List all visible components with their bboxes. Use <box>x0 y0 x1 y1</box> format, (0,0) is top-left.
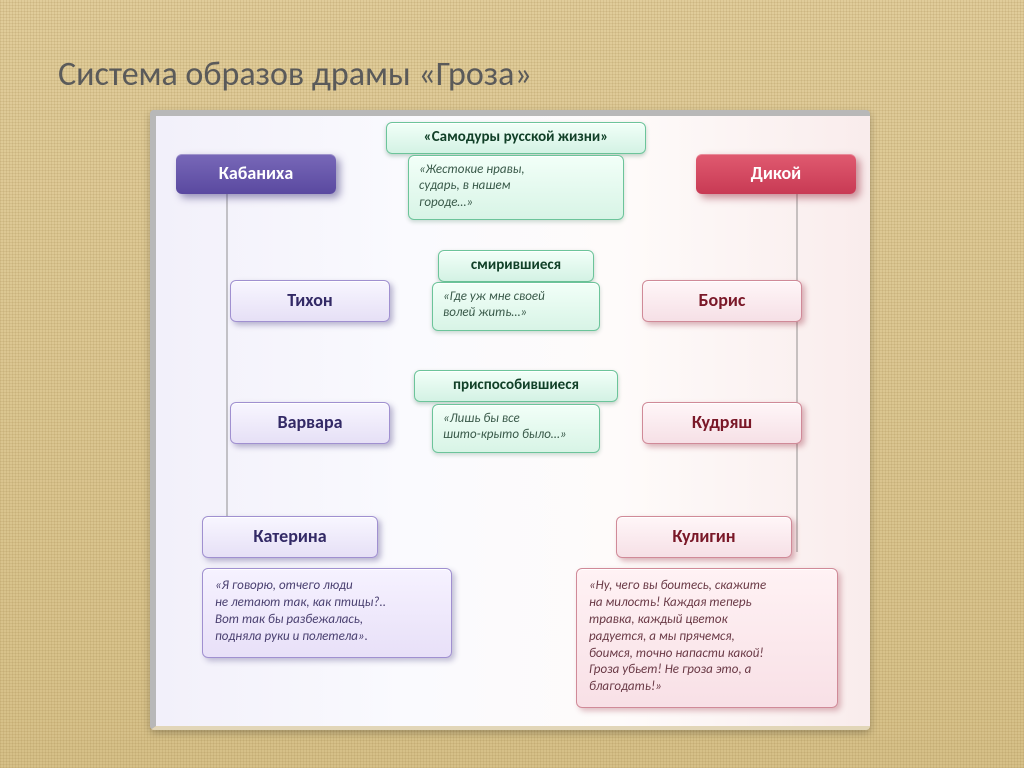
diagram-panel: «Самодуры русской жизни» Кабаниха Дикой … <box>150 110 870 730</box>
char-boris: Борис <box>642 280 802 322</box>
group-adapted-label: приспособившиеся <box>414 370 618 402</box>
char-dikoy: Дикой <box>696 154 856 194</box>
char-kabanikha: Кабаниха <box>176 154 336 194</box>
connector-right <box>796 172 798 552</box>
char-katerina: Катерина <box>202 516 378 558</box>
quote-katerina: «Я говорю, отчего люди не летают так, ка… <box>202 568 452 658</box>
char-varvara: Варвара <box>230 402 390 444</box>
char-kuligin: Кулигин <box>616 516 792 558</box>
slide-title: Система образов драмы «Гроза» <box>58 54 532 95</box>
quote-kuligin: «Ну, чего вы боитесь, скажите на милость… <box>576 568 838 708</box>
quote-adapted: «Лишь бы все шито-крыто было…» <box>432 404 600 453</box>
char-tikhon: Тихон <box>230 280 390 322</box>
char-kudryash: Кудряш <box>642 402 802 444</box>
quote-resigned: «Где уж мне своей волей жить…» <box>432 282 600 331</box>
group-resigned-label: смирившиеся <box>438 250 594 282</box>
group-tyrants-label: «Самодуры русской жизни» <box>386 122 646 154</box>
connector-left <box>226 172 228 552</box>
quote-tyrants: «Жестокие нравы, сударь, в нашем городе…… <box>408 155 624 220</box>
